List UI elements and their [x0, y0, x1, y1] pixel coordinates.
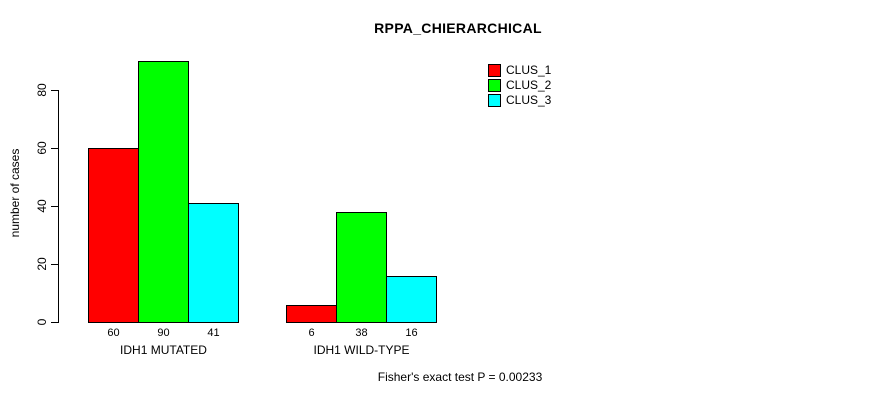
y-axis-title: number of cases	[8, 148, 22, 238]
x-group-label: IDH1 WILD-TYPE	[313, 343, 410, 357]
bar-value-label: 38	[355, 327, 368, 339]
bar-clus_1-group2	[286, 305, 337, 323]
legend-item: CLUS_3	[488, 93, 551, 107]
y-axis-tick-label: 40	[35, 199, 49, 213]
y-axis-tick	[51, 264, 58, 265]
y-axis-tick-label: 20	[35, 257, 49, 271]
y-axis-tick	[51, 322, 58, 323]
bar-value-label: 60	[107, 327, 120, 339]
chart-title: RPPA_CHIERARCHICAL	[374, 20, 542, 36]
bar-value-label: 41	[207, 327, 220, 339]
bar-clus_3-group1	[188, 203, 239, 323]
bar-value-label: 90	[157, 327, 170, 339]
legend-swatch-icon	[488, 63, 501, 77]
legend-label: CLUS_3	[506, 93, 552, 107]
legend-item: CLUS_2	[488, 78, 551, 92]
legend: CLUS_1 CLUS_2 CLUS_3	[488, 63, 551, 108]
bar-clus_2-group1	[138, 61, 189, 323]
y-axis-tick-label: 80	[35, 83, 49, 97]
y-axis-tick-label: 60	[35, 141, 49, 155]
x-group-label: IDH1 MUTATED	[120, 343, 207, 357]
legend-swatch-icon	[488, 78, 501, 92]
bar-value-label: 16	[405, 327, 418, 339]
bar-value-label: 6	[308, 327, 315, 339]
bar-clus_3-group2	[386, 276, 437, 323]
bar-clus_2-group2	[336, 212, 387, 323]
y-axis-tick-label: 0	[35, 318, 49, 326]
legend-swatch-icon	[488, 93, 501, 107]
y-axis-tick	[51, 148, 58, 149]
fisher-test-annotation: Fisher's exact test P = 0.00233	[377, 370, 543, 384]
y-axis-line	[58, 90, 59, 323]
legend-label: CLUS_2	[506, 78, 552, 92]
legend-label: CLUS_1	[506, 63, 552, 77]
y-axis-tick	[51, 206, 58, 207]
bar-clus_1-group1	[88, 148, 139, 323]
y-axis-tick	[51, 90, 58, 91]
legend-item: CLUS_1	[488, 63, 551, 77]
